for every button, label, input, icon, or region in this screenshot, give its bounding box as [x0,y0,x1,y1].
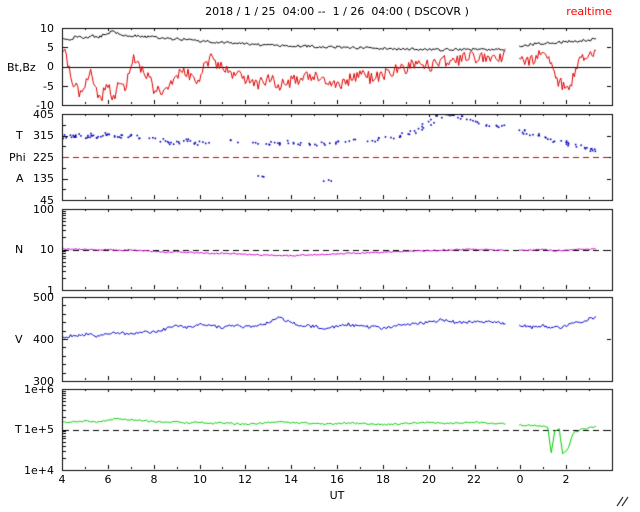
y-tick-label: 5 [47,41,54,54]
y-tick-label: 1 [47,284,54,297]
y-tick-label: -5 [43,80,54,93]
y-tick-label: 400 [33,333,54,346]
y-tick-label: 315 [33,129,54,142]
y-tick-label: -10 [36,99,54,112]
y-tick-label: 1e+6 [24,383,54,396]
y-tick-label: 10 [40,22,54,35]
y-tick-label: 225 [33,151,54,164]
x-tick-label: 12 [238,473,252,486]
x-tick-label: 0 [516,473,524,486]
x-tick-label: 14 [284,473,298,486]
y-tick-label: 135 [33,172,54,185]
x-tick-label: 20 [422,473,436,486]
x-tick-label: 2 [562,473,570,486]
y-tick-label: 10 [40,243,54,256]
x-tick-label: 8 [150,473,158,486]
corner-hatch-icon [616,496,629,507]
y-tick-label: 0 [47,60,54,73]
x-tick-label: 4 [58,473,66,486]
x-axis-title: UT [329,489,345,502]
y-tick-label: 1e+5 [24,423,54,436]
x-tick-label: 16 [330,473,344,486]
y-tick-label: 500 [33,291,54,304]
panel-label-btbz: Bt,Bz [7,61,36,74]
panel-label-a: A [16,172,24,185]
panel-label-n: N [15,243,24,256]
y-tick-label: 45 [40,194,54,207]
panel-label-t2: T [15,423,22,436]
plot-title: 2018 / 1 / 25 04:00 -- 1 / 26 04:00 ( DS… [205,5,469,18]
panel-label-v: V [15,333,23,346]
x-tick-label: 22 [467,473,481,486]
panel-label-phi: Phi [9,151,26,164]
panel-label-t: T [16,129,23,142]
realtime-label: realtime [566,5,612,18]
x-tick-label: 10 [193,473,207,486]
x-tick-label: 18 [376,473,390,486]
y-tick-label: 405 [33,108,54,121]
x-tick-label: 6 [104,473,112,486]
y-tick-label: 300 [33,375,54,388]
y-tick-label: 1e+4 [24,464,54,477]
y-tick-label: 100 [33,203,54,216]
